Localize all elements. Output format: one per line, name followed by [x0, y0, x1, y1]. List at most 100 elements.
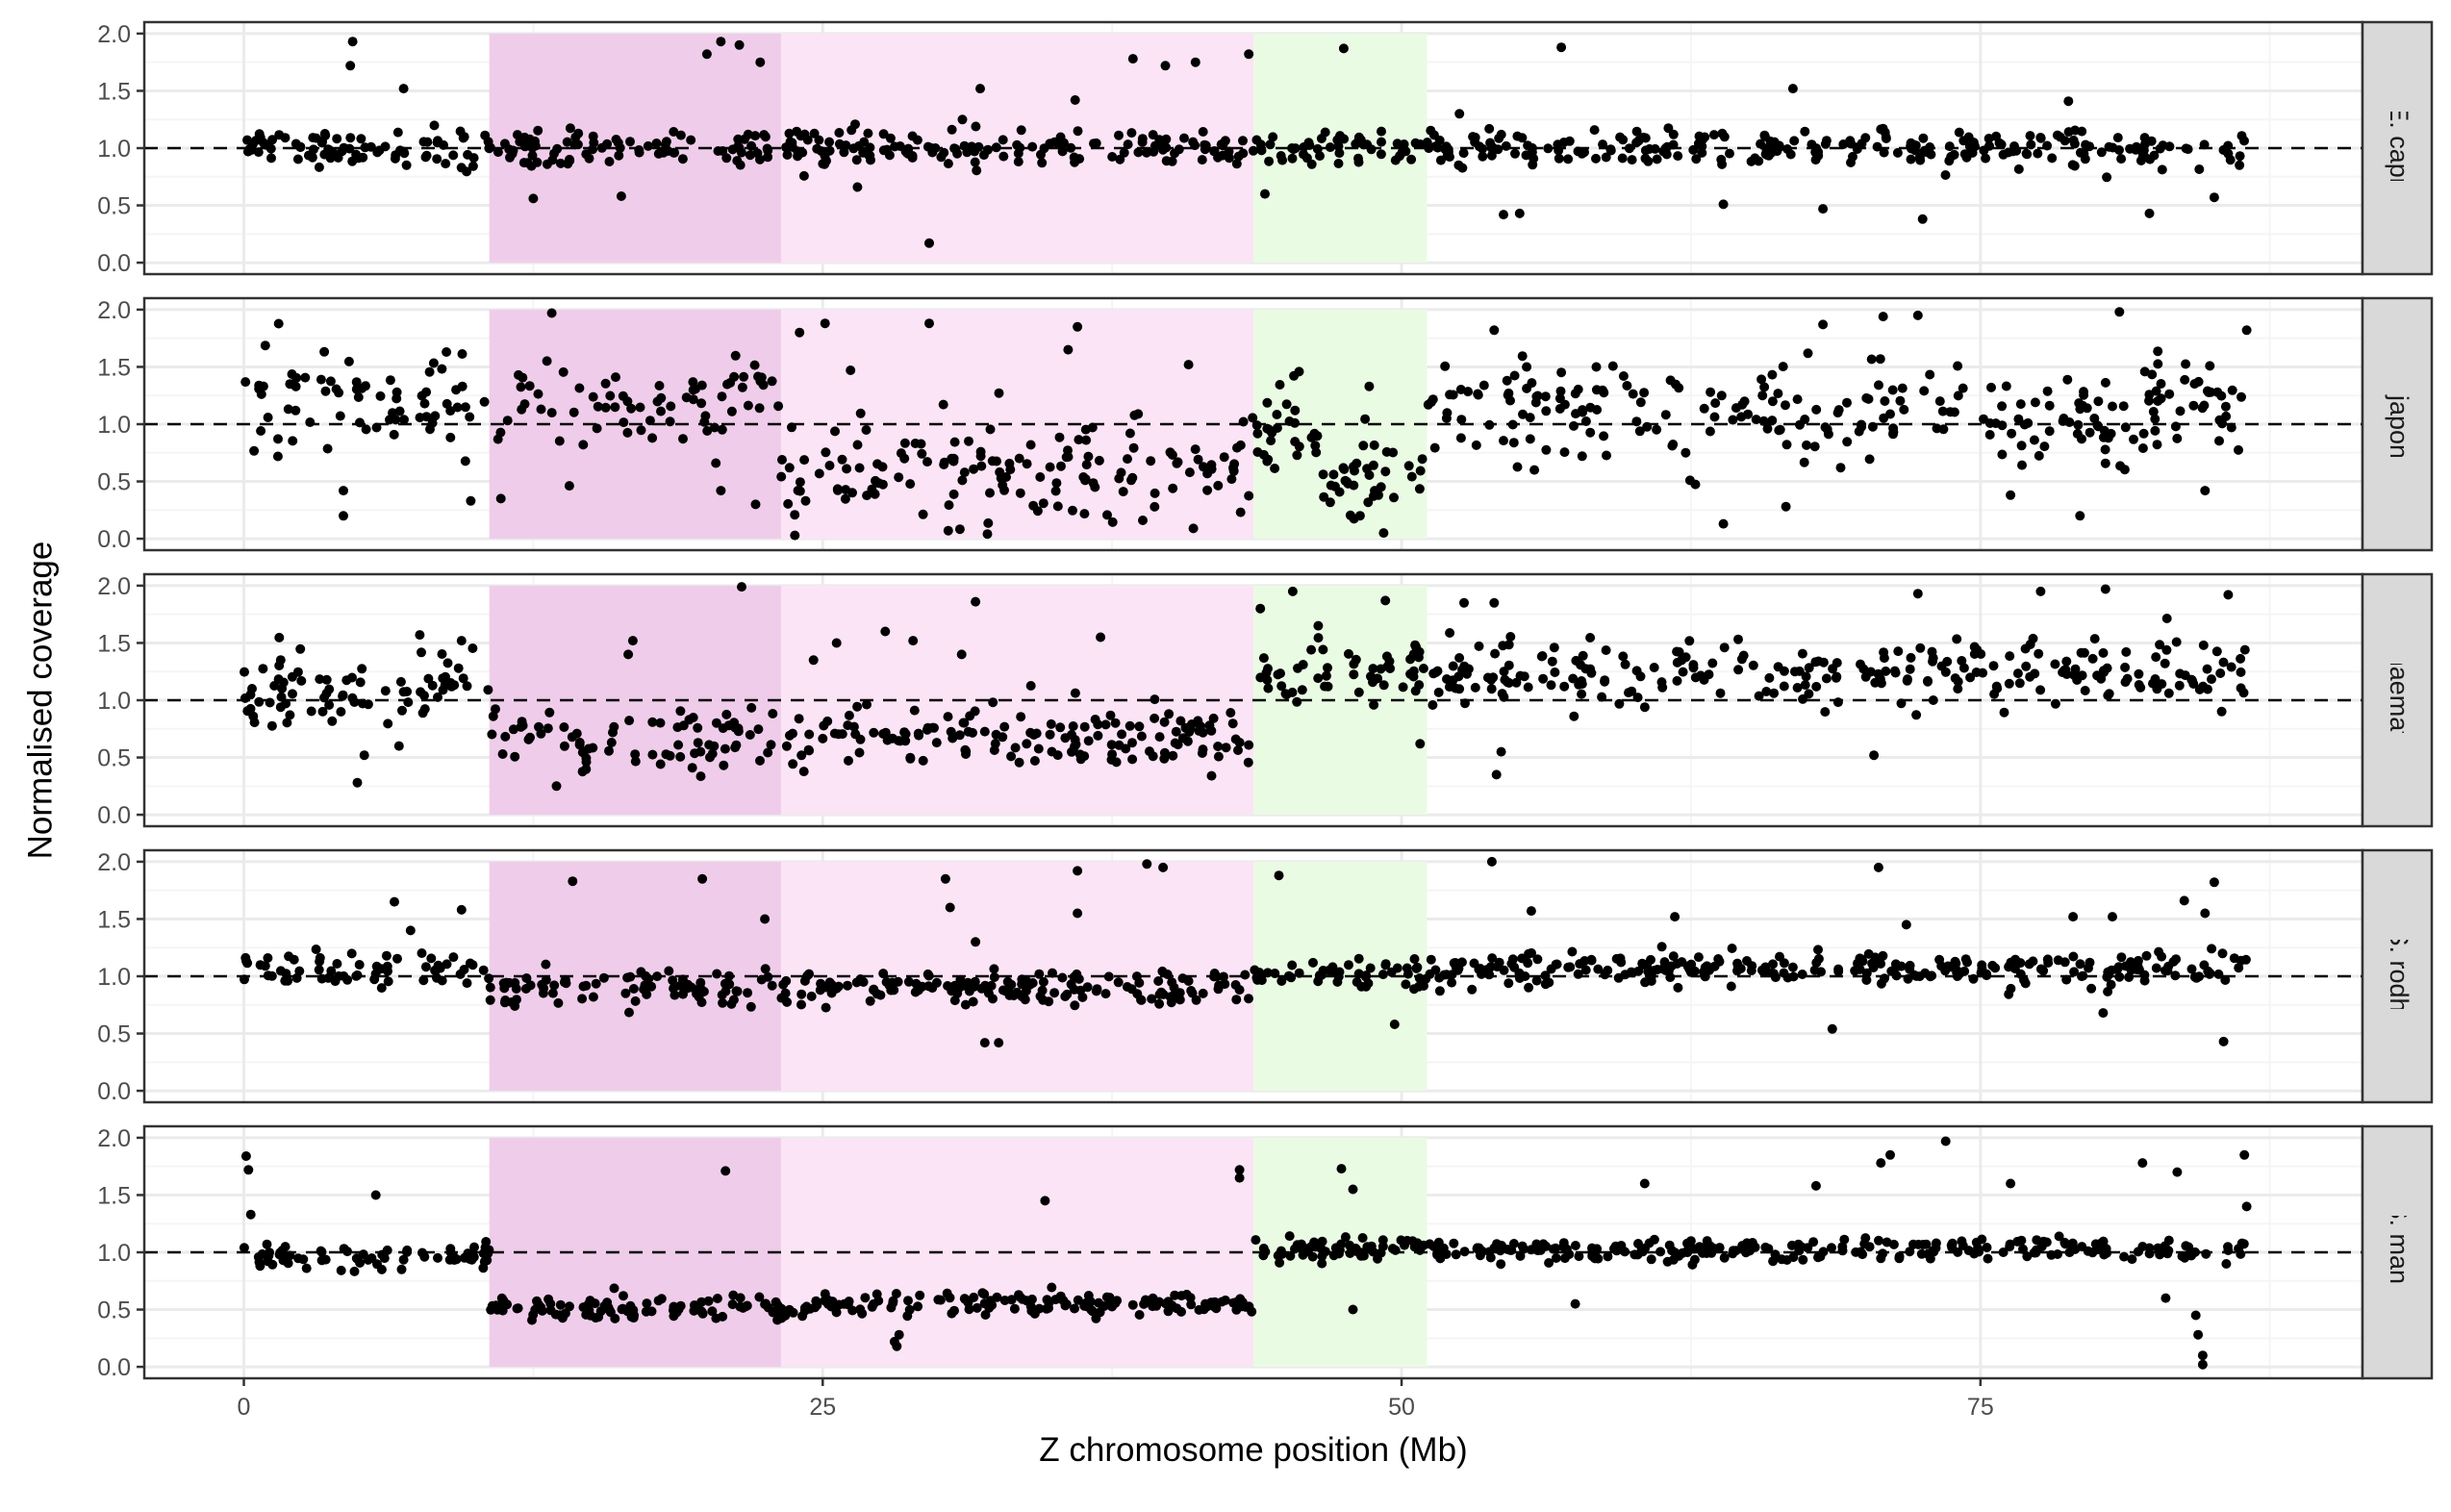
- data-point: [1432, 666, 1443, 676]
- data-point: [273, 434, 283, 444]
- data-point: [1224, 146, 1234, 157]
- data-point: [711, 458, 721, 468]
- data-point: [398, 1254, 409, 1265]
- data-point: [1247, 1306, 1257, 1317]
- data-point: [742, 1300, 752, 1311]
- data-point: [1878, 950, 1888, 961]
- data-point: [1317, 1258, 1327, 1269]
- data-point: [363, 1254, 373, 1265]
- data-point: [1202, 485, 1213, 495]
- data-point: [1603, 1251, 1613, 1262]
- data-point: [1614, 698, 1625, 709]
- data-point: [1186, 1299, 1197, 1310]
- outlier-point: [924, 318, 934, 329]
- data-point: [852, 701, 863, 712]
- data-point: [634, 145, 644, 155]
- data-point: [1402, 1235, 1412, 1246]
- data-point: [1499, 436, 1508, 446]
- data-point: [1602, 450, 1611, 461]
- data-point: [1832, 671, 1842, 682]
- data-point: [1006, 751, 1017, 762]
- data-point: [1748, 660, 1758, 670]
- data-point: [342, 1247, 353, 1257]
- data-point: [1477, 969, 1487, 979]
- data-point: [1591, 153, 1601, 164]
- data-point: [733, 134, 744, 144]
- data-point: [1517, 953, 1528, 964]
- data-point: [427, 417, 438, 428]
- data-point: [283, 404, 293, 415]
- data-point: [2080, 686, 2090, 695]
- outlier-point: [1158, 862, 1169, 872]
- data-point: [1382, 661, 1393, 671]
- data-point: [349, 697, 360, 707]
- data-point: [565, 1301, 574, 1312]
- data-point: [1270, 464, 1280, 473]
- facet-strip: [2361, 848, 2434, 1104]
- outlier-point: [1063, 344, 1074, 355]
- data-point: [1953, 391, 1963, 401]
- data-point: [1872, 141, 1882, 152]
- data-point: [1263, 683, 1274, 693]
- data-point: [240, 952, 251, 963]
- data-point: [1599, 431, 1609, 441]
- data-point: [2220, 144, 2231, 154]
- data-point: [1026, 1305, 1037, 1316]
- data-point: [337, 146, 347, 157]
- data-point: [1197, 155, 1207, 165]
- data-point: [2134, 680, 2144, 690]
- outlier-point: [894, 1329, 904, 1340]
- data-point: [1025, 681, 1036, 691]
- data-point: [1330, 1243, 1341, 1253]
- y-tick-label: 0.5: [97, 1021, 131, 1048]
- data-point: [357, 664, 367, 674]
- data-point: [2085, 141, 2095, 152]
- data-point: [1068, 505, 1077, 516]
- data-point: [262, 139, 271, 150]
- data-point: [1662, 141, 1673, 152]
- data-point: [1857, 419, 1866, 430]
- data-point: [1866, 354, 1877, 365]
- data-point: [291, 405, 301, 416]
- data-point: [1034, 969, 1045, 979]
- data-point: [2016, 441, 2027, 451]
- data-point: [1892, 147, 1903, 158]
- data-point: [1758, 416, 1769, 426]
- data-point: [263, 953, 273, 963]
- data-point: [1137, 134, 1148, 144]
- outlier-point: [627, 636, 638, 646]
- data-point: [2145, 154, 2155, 164]
- data-point: [507, 148, 518, 159]
- data-point: [1998, 149, 2009, 160]
- data-point: [994, 388, 1004, 398]
- data-point: [1607, 361, 1618, 371]
- data-point: [938, 399, 948, 410]
- data-point: [1127, 754, 1138, 765]
- data-point: [2138, 428, 2149, 439]
- data-point: [486, 1304, 496, 1315]
- data-point: [240, 667, 249, 677]
- data-point: [1148, 130, 1158, 140]
- data-point: [1128, 442, 1139, 453]
- data-point: [998, 985, 1008, 995]
- data-point: [1190, 444, 1200, 455]
- data-point: [1114, 130, 1124, 140]
- data-point: [855, 408, 866, 418]
- data-point: [721, 153, 732, 164]
- data-point: [311, 945, 321, 954]
- data-point: [1206, 770, 1217, 781]
- data-point: [2206, 387, 2216, 397]
- data-point: [784, 463, 795, 473]
- data-point: [1403, 461, 1414, 471]
- data-point: [1880, 396, 1890, 406]
- data-point: [2004, 678, 2014, 689]
- data-point: [1332, 135, 1343, 145]
- data-point: [417, 1247, 427, 1258]
- data-point: [1470, 682, 1480, 693]
- data-point: [878, 729, 889, 739]
- data-point: [265, 697, 275, 708]
- outlier-point: [1348, 1304, 1358, 1315]
- data-point: [1923, 675, 1933, 686]
- outlier-point: [1810, 1180, 1821, 1191]
- data-point: [554, 436, 565, 446]
